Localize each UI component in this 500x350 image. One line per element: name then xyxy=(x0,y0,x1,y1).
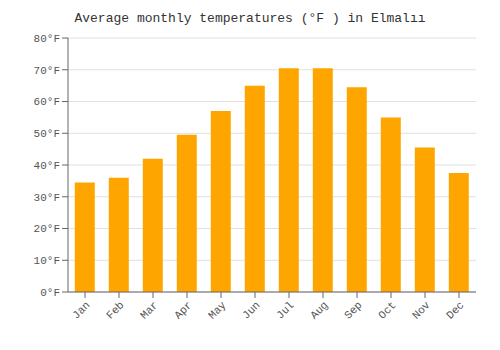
svg-text:0°F: 0°F xyxy=(40,287,60,299)
svg-text:30°F: 30°F xyxy=(34,192,60,204)
html-text:Average monthly temperatures (: Average monthly temperatures (°F ) in El… xyxy=(74,11,426,26)
svg-text:Jan: Jan xyxy=(70,299,92,321)
svg-text:60°F: 60°F xyxy=(34,96,60,108)
svg-text:Feb: Feb xyxy=(104,299,126,321)
svg-text:Nov: Nov xyxy=(410,299,433,322)
svg-text:10°F: 10°F xyxy=(34,255,60,267)
svg-text:Mar: Mar xyxy=(138,299,160,321)
svg-text:May: May xyxy=(206,299,229,322)
svg-text:Dec: Dec xyxy=(444,299,466,321)
svg-text:20°F: 20°F xyxy=(34,223,60,235)
svg-text:Aug: Aug xyxy=(308,299,330,321)
svg-text:70°F: 70°F xyxy=(34,65,60,77)
svg-text:Apr: Apr xyxy=(172,299,194,321)
svg-text:40°F: 40°F xyxy=(34,160,60,172)
svg-text:80°F: 80°F xyxy=(34,33,60,45)
svg-text:Jul: Jul xyxy=(274,299,296,321)
svg-text:Oct: Oct xyxy=(376,299,398,321)
svg-text:50°F: 50°F xyxy=(34,128,60,140)
svg-text:Sep: Sep xyxy=(342,299,364,321)
svg-text:Jun: Jun xyxy=(240,299,262,321)
